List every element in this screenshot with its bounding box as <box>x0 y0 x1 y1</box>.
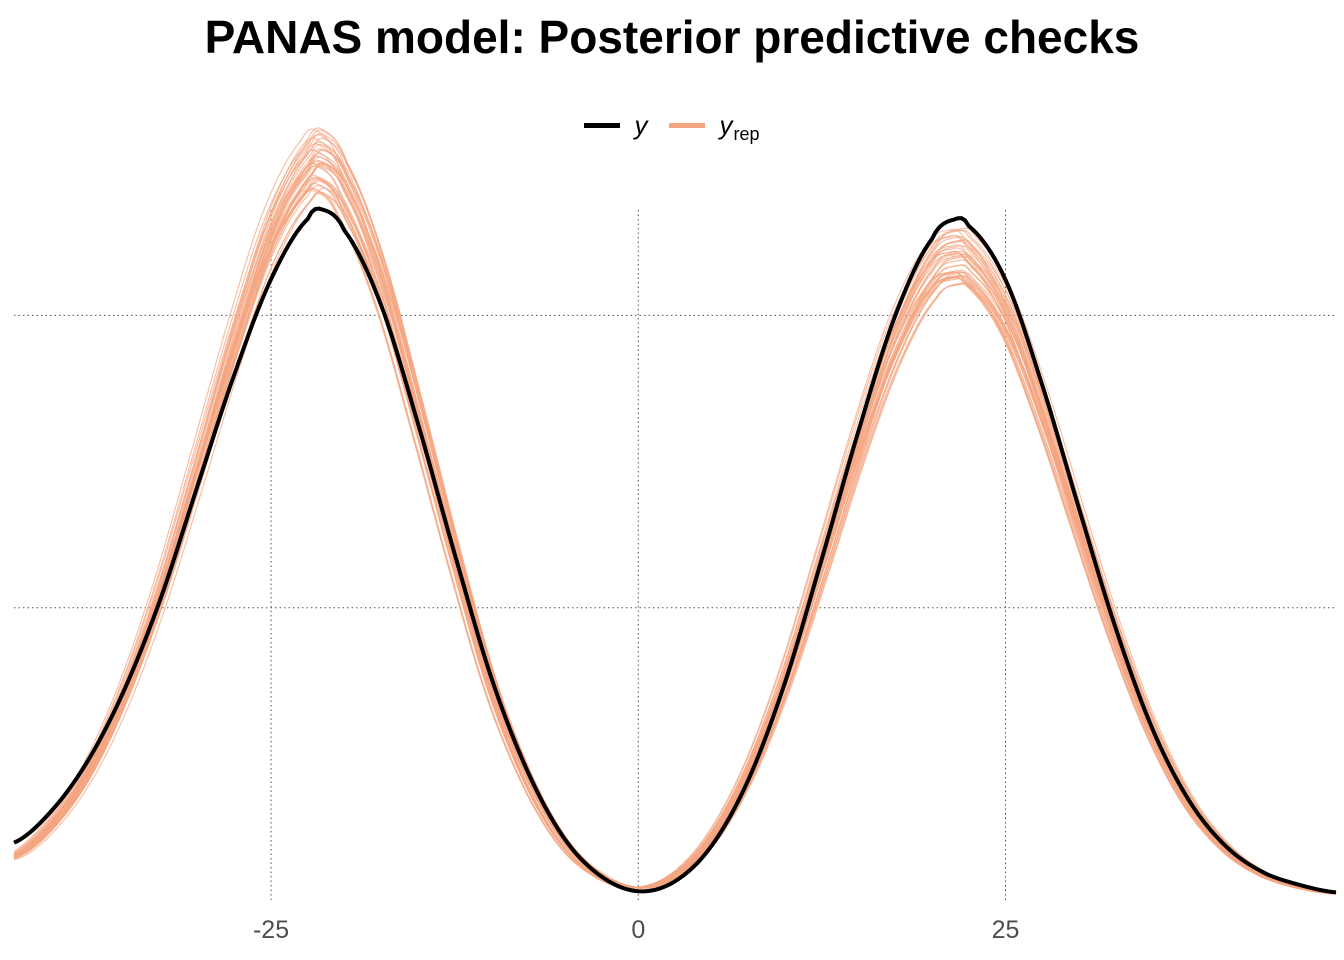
grid-lines <box>14 210 1336 900</box>
yrep-line <box>13 133 1337 895</box>
yrep-line <box>13 184 1337 894</box>
yrep-line <box>13 134 1337 895</box>
yrep-line <box>13 162 1337 894</box>
yrep-line <box>13 148 1337 895</box>
yrep-line <box>13 152 1337 894</box>
yrep-line <box>13 180 1337 894</box>
legend-item-y: y <box>584 110 647 141</box>
yrep-line <box>13 187 1337 894</box>
yrep-line <box>13 175 1337 895</box>
yrep-line <box>13 149 1337 894</box>
yrep-line <box>13 160 1337 895</box>
yrep-line <box>13 165 1337 895</box>
chart-title: PANAS model: Posterior predictive checks <box>204 11 1140 63</box>
yrep-line <box>13 191 1337 894</box>
yrep-line <box>13 187 1337 895</box>
yrep-line <box>13 127 1337 895</box>
y-line <box>13 206 1337 895</box>
yrep-line <box>13 156 1337 895</box>
x-tick-label-0: 0 <box>631 916 645 944</box>
yrep-line <box>13 143 1337 894</box>
legend-swatch-y <box>584 123 621 128</box>
yrep-line <box>13 148 1337 895</box>
yrep-line <box>13 192 1337 894</box>
yrep-line <box>13 162 1337 895</box>
yrep-line <box>13 178 1337 894</box>
legend-item-yrep: yrep <box>669 110 760 144</box>
yrep-line <box>13 129 1337 894</box>
x-tick-label--25: -25 <box>253 916 289 944</box>
x-axis: -25 0 25 <box>253 916 1019 944</box>
y-series <box>13 206 1337 895</box>
legend-label-y: y <box>634 110 648 140</box>
yrep-line <box>13 189 1337 895</box>
yrep-line <box>13 163 1337 894</box>
yrep-line <box>13 137 1337 894</box>
yrep-line <box>13 162 1337 895</box>
yrep-line <box>13 159 1337 894</box>
x-tick-label-25: 25 <box>992 916 1020 944</box>
legend-swatch-yrep <box>669 123 706 128</box>
yrep-line <box>13 128 1337 895</box>
yrep-line <box>13 141 1337 895</box>
yrep-line <box>13 155 1337 895</box>
legend-label-yrep: yrep <box>719 110 760 144</box>
yrep-line <box>13 137 1337 895</box>
yrep-line <box>13 143 1337 895</box>
yrep-series <box>13 127 1337 895</box>
yrep-line <box>13 177 1337 895</box>
yrep-line <box>13 177 1337 895</box>
legend: y yrep <box>0 110 1344 144</box>
yrep-line <box>13 165 1337 894</box>
yrep-line <box>13 176 1337 895</box>
yrep-line <box>13 161 1337 894</box>
yrep-line <box>13 182 1337 895</box>
yrep-line <box>13 187 1337 895</box>
yrep-line <box>13 149 1337 894</box>
